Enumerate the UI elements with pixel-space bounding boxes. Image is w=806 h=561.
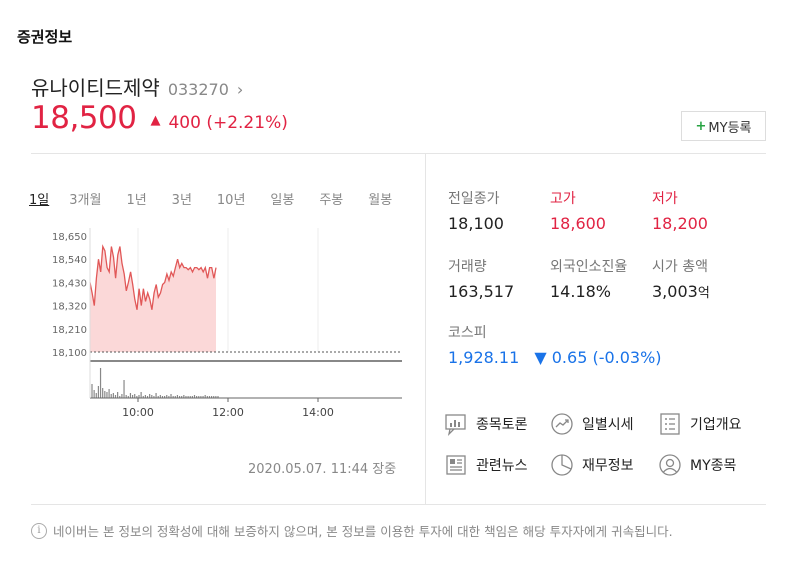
stat-value: 3,003억 <box>652 282 710 301</box>
stat-label: 고가 <box>550 191 576 207</box>
quick-link-label: 관련뉴스 <box>476 458 528 474</box>
quick-link-label: MY종목 <box>690 458 737 474</box>
stat-cell: 고가 18,600 <box>550 188 660 233</box>
index-change: 0.65 (-0.03%) <box>551 348 662 367</box>
period-tab[interactable]: 주봉 <box>319 193 344 208</box>
daily-trend-icon <box>551 413 573 435</box>
section-title: 증권정보 <box>17 28 73 46</box>
quick-link[interactable]: 일별시세 <box>550 412 634 436</box>
quick-link[interactable]: 종목토론 <box>444 412 528 436</box>
index-value: 1,928.11 <box>448 348 520 367</box>
y-tick-label: 18,210 <box>52 325 87 336</box>
period-tabs: 1일 3개월 1년 3년 10년 일봉 주봉 월봉 <box>29 189 392 208</box>
discussion-icon <box>445 414 466 436</box>
period-tab[interactable]: 3개월 <box>69 193 102 208</box>
up-arrow-icon: ▲ <box>150 113 161 128</box>
x-tick-label: 12:00 <box>212 406 244 419</box>
stat-label: 외국인소진율 <box>550 259 628 275</box>
stat-value: 14.18% <box>550 282 612 301</box>
period-tab[interactable]: 1일 <box>29 193 50 208</box>
period-tab[interactable]: 일봉 <box>270 193 295 208</box>
stat-cell: 시가 총액 3,003억 <box>652 256 762 301</box>
plus-icon: + <box>695 118 707 134</box>
stat-label: 시가 총액 <box>652 259 708 275</box>
price-chart: 18,650 18,540 18,430 18,320 18,210 18,100 10:0… <box>52 228 402 419</box>
y-tick-label: 18,320 <box>52 302 87 313</box>
news-icon <box>446 455 466 475</box>
chevron-right-icon: › <box>236 80 244 99</box>
quick-link-label: 일별시세 <box>582 417 634 433</box>
company-overview-icon <box>660 413 680 435</box>
y-tick-label: 18,650 <box>52 232 87 243</box>
info-icon: i <box>31 522 47 539</box>
y-tick-label: 18,430 <box>52 278 87 289</box>
stat-value: 18,600 <box>550 214 606 233</box>
stat-value: 18,100 <box>448 214 504 233</box>
y-tick-label: 18,100 <box>52 348 87 359</box>
stat-cell: 거래량 163,517 <box>448 256 558 301</box>
stat-cell: 저가 18,200 <box>652 188 762 233</box>
my-register-button[interactable]: + MY등록 <box>681 111 766 141</box>
y-tick-label: 18,540 <box>52 255 87 266</box>
index-value-row: 1,928.11 ▼ 0.65 (-0.03%) <box>448 348 688 367</box>
x-tick-label: 14:00 <box>302 406 334 419</box>
quick-link[interactable]: 재무정보 <box>550 453 634 477</box>
current-price: 18,500 <box>31 100 137 136</box>
price-change: 400 (+2.21%) <box>168 113 288 133</box>
period-tab[interactable]: 3년 <box>171 193 192 208</box>
stat-label: 거래량 <box>448 259 487 275</box>
quick-link[interactable]: 기업개요 <box>658 412 742 436</box>
chart-timestamp: 2020.05.07. 11:44 장중 <box>248 462 397 477</box>
stock-code: 033270 <box>167 80 229 99</box>
period-tab[interactable]: 월봉 <box>368 193 393 208</box>
index-block: 코스피 1,928.11 ▼ 0.65 (-0.03%) <box>448 322 688 367</box>
stock-name-link[interactable]: 유나이티드제약 033270 › <box>31 72 243 101</box>
divider <box>31 504 766 505</box>
stat-label: 전일종가 <box>448 191 500 207</box>
disclaimer: i 네이버는 본 정보의 정확성에 대해 보증하지 않으며, 본 정보를 이용한… <box>31 521 673 540</box>
down-arrow-icon: ▼ <box>534 348 547 367</box>
stat-cell: 전일종가 18,100 <box>448 188 558 233</box>
pie-chart-icon <box>551 454 573 476</box>
index-label: 코스피 <box>448 325 487 341</box>
stat-value: 18,200 <box>652 214 708 233</box>
divider <box>425 154 426 504</box>
divider <box>31 153 766 154</box>
price-area <box>90 246 216 352</box>
quick-link-label: 재무정보 <box>582 458 634 474</box>
quick-link-label: 기업개요 <box>690 417 742 433</box>
my-register-label: MY등록 <box>708 120 752 136</box>
period-tab[interactable]: 10년 <box>216 193 246 208</box>
stat-value: 163,517 <box>448 282 515 301</box>
quick-link[interactable]: MY종목 <box>658 453 736 477</box>
stat-cell: 외국인소진율 14.18% <box>550 256 660 301</box>
price-line <box>89 244 217 310</box>
disclaimer-text: 네이버는 본 정보의 정확성에 대해 보증하지 않으며, 본 정보를 이용한 투… <box>53 524 673 539</box>
price-row: 18,500 ▲ 400 (+2.21%) <box>31 100 288 136</box>
x-tick-label: 10:00 <box>122 406 154 419</box>
quick-link-label: 종목토론 <box>476 417 528 433</box>
quick-link[interactable]: 관련뉴스 <box>444 453 528 477</box>
period-tab[interactable]: 1년 <box>126 193 147 208</box>
user-icon <box>659 454 681 476</box>
stat-label: 저가 <box>652 191 678 207</box>
stock-name: 유나이티드제약 <box>31 76 160 100</box>
stat-unit: 억 <box>697 286 710 301</box>
